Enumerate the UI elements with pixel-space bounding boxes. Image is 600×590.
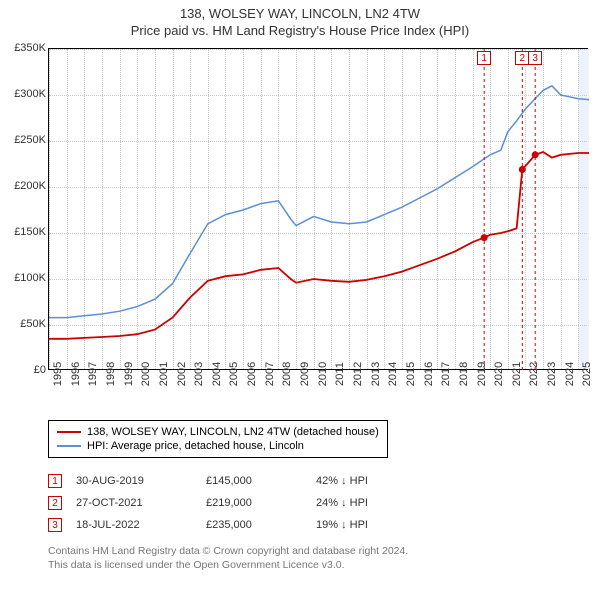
y-axis-label: £350K bbox=[14, 42, 46, 54]
x-axis-label: 2023 bbox=[546, 362, 558, 386]
y-axis-label: £0 bbox=[34, 364, 46, 376]
x-axis-label: 2021 bbox=[511, 362, 523, 386]
x-axis-label: 2001 bbox=[158, 362, 170, 386]
sales-table: 1 30-AUG-2019 £145,000 42% ↓ HPI 2 27-OC… bbox=[48, 470, 368, 536]
x-axis-label: 2020 bbox=[493, 362, 505, 386]
x-axis-label: 2018 bbox=[458, 362, 470, 386]
sale-marker-2: 2 bbox=[48, 496, 62, 510]
x-axis-label: 2013 bbox=[370, 362, 382, 386]
x-axis-label: 2003 bbox=[193, 362, 205, 386]
sale-price: £145,000 bbox=[206, 475, 316, 487]
marker-box-3: 3 bbox=[528, 51, 542, 65]
x-axis-label: 2015 bbox=[405, 362, 417, 386]
x-axis-label: 2011 bbox=[334, 362, 346, 386]
sale-price: £235,000 bbox=[206, 519, 316, 531]
y-axis-label: £150K bbox=[14, 226, 46, 238]
sale-date: 27-OCT-2021 bbox=[76, 497, 206, 509]
x-axis-label: 2016 bbox=[423, 362, 435, 386]
legend-swatch-hpi bbox=[57, 445, 81, 447]
sale-row: 2 27-OCT-2021 £219,000 24% ↓ HPI bbox=[48, 492, 368, 514]
series-line-hpi bbox=[49, 86, 589, 318]
x-axis-label: 1999 bbox=[123, 362, 135, 386]
x-axis-label: 2012 bbox=[352, 362, 364, 386]
marker-dot-3 bbox=[532, 151, 539, 158]
y-axis-label: £300K bbox=[14, 88, 46, 100]
chart-legend: 138, WOLSEY WAY, LINCOLN, LN2 4TW (detac… bbox=[48, 420, 388, 458]
legend-item-hpi: HPI: Average price, detached house, Linc… bbox=[57, 439, 379, 453]
sale-price: £219,000 bbox=[206, 497, 316, 509]
sale-pct: 42% ↓ HPI bbox=[316, 475, 368, 487]
chart-container: 138, WOLSEY WAY, LINCOLN, LN2 4TW Price … bbox=[0, 0, 600, 590]
sale-date: 30-AUG-2019 bbox=[76, 475, 206, 487]
x-axis-label: 2017 bbox=[440, 362, 452, 386]
chart-svg bbox=[49, 49, 587, 369]
chart-title-line2: Price paid vs. HM Land Registry's House … bbox=[0, 23, 600, 38]
x-axis-label: 2004 bbox=[211, 362, 223, 386]
x-axis-label: 1995 bbox=[52, 362, 64, 386]
footer-line2: This data is licensed under the Open Gov… bbox=[48, 558, 408, 572]
chart-titles: 138, WOLSEY WAY, LINCOLN, LN2 4TW Price … bbox=[0, 0, 600, 38]
marker-box-1: 1 bbox=[477, 51, 491, 65]
x-axis-label: 2005 bbox=[228, 362, 240, 386]
x-axis-label: 1997 bbox=[87, 362, 99, 386]
sale-row: 3 18-JUL-2022 £235,000 19% ↓ HPI bbox=[48, 514, 368, 536]
legend-label-subject: 138, WOLSEY WAY, LINCOLN, LN2 4TW (detac… bbox=[87, 426, 379, 438]
series-line-subject bbox=[49, 152, 589, 339]
sale-pct: 24% ↓ HPI bbox=[316, 497, 368, 509]
marker-dot-2 bbox=[519, 166, 526, 173]
x-axis-label: 1996 bbox=[70, 362, 82, 386]
y-axis-label: £200K bbox=[14, 180, 46, 192]
x-axis-label: 2025 bbox=[581, 362, 593, 386]
x-axis-label: 1998 bbox=[105, 362, 117, 386]
chart-footer: Contains HM Land Registry data © Crown c… bbox=[48, 544, 408, 572]
x-axis-label: 2002 bbox=[176, 362, 188, 386]
x-axis-label: 2024 bbox=[564, 362, 576, 386]
legend-label-hpi: HPI: Average price, detached house, Linc… bbox=[87, 440, 304, 452]
y-axis-label: £100K bbox=[14, 272, 46, 284]
x-axis-label: 2019 bbox=[476, 362, 488, 386]
x-axis-label: 2022 bbox=[528, 362, 540, 386]
x-axis-label: 2006 bbox=[246, 362, 258, 386]
x-axis-label: 2009 bbox=[299, 362, 311, 386]
sale-marker-1: 1 bbox=[48, 474, 62, 488]
sale-pct: 19% ↓ HPI bbox=[316, 519, 368, 531]
sale-row: 1 30-AUG-2019 £145,000 42% ↓ HPI bbox=[48, 470, 368, 492]
footer-line1: Contains HM Land Registry data © Crown c… bbox=[48, 544, 408, 558]
chart-title-line1: 138, WOLSEY WAY, LINCOLN, LN2 4TW bbox=[0, 6, 600, 21]
legend-item-subject: 138, WOLSEY WAY, LINCOLN, LN2 4TW (detac… bbox=[57, 425, 379, 439]
x-axis-label: 2010 bbox=[317, 362, 329, 386]
y-axis-label: £250K bbox=[14, 134, 46, 146]
marker-dot-1 bbox=[481, 234, 488, 241]
legend-swatch-subject bbox=[57, 431, 81, 433]
x-axis-label: 2014 bbox=[387, 362, 399, 386]
x-axis-label: 2000 bbox=[140, 362, 152, 386]
x-axis-label: 2008 bbox=[281, 362, 293, 386]
sale-date: 18-JUL-2022 bbox=[76, 519, 206, 531]
sale-marker-3: 3 bbox=[48, 518, 62, 532]
chart-plot-area: 1 23 bbox=[48, 48, 588, 370]
marker-box-2: 2 bbox=[515, 51, 529, 65]
y-axis-label: £50K bbox=[20, 318, 46, 330]
x-axis-label: 2007 bbox=[264, 362, 276, 386]
